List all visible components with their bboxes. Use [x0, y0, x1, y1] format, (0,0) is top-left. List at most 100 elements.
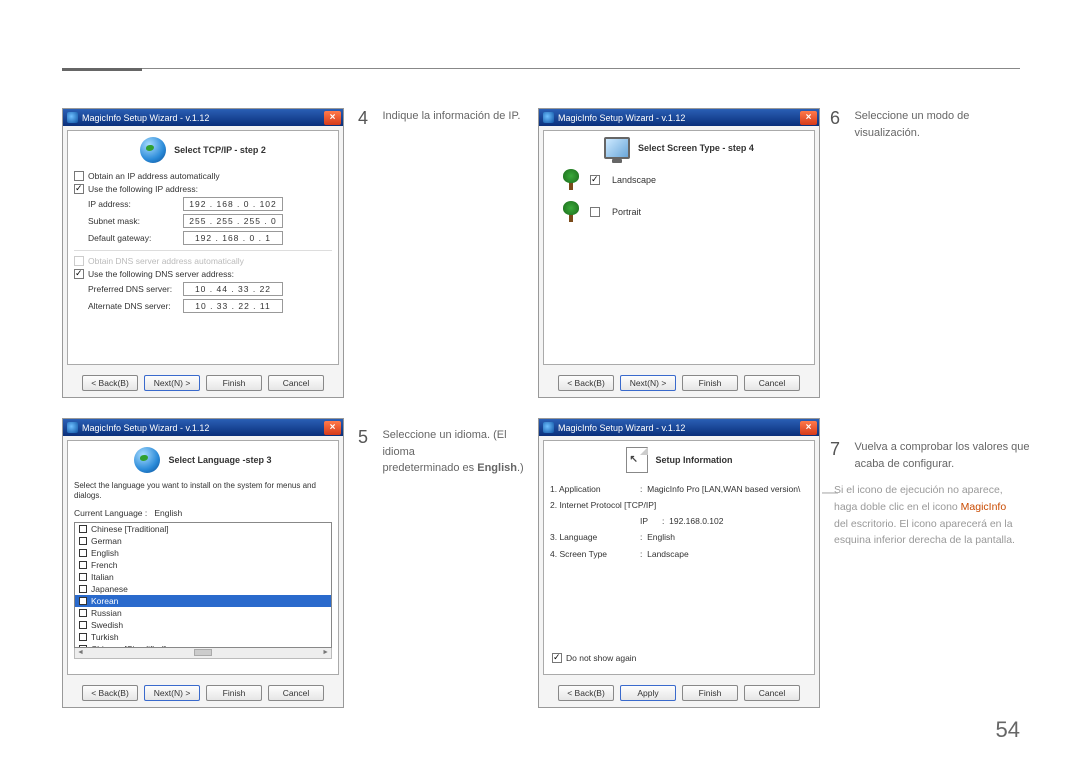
portrait-checkbox[interactable]	[590, 207, 600, 217]
language-item[interactable]: Russian	[75, 607, 331, 619]
dialog-language: MagicInfo Setup Wizard - v.1.12 × Select…	[62, 418, 344, 708]
close-icon[interactable]: ×	[324, 421, 341, 435]
step7-text-b: acaba de configurar.	[854, 458, 954, 470]
step7-number: 7	[830, 439, 850, 460]
use-ip-row[interactable]: Use the following IP address:	[74, 184, 332, 194]
summary-lang-key: 3. Language	[550, 529, 640, 545]
cancel-button[interactable]: Cancel	[744, 685, 800, 701]
lang-label: Italian	[91, 572, 114, 582]
auto-ip-checkbox[interactable]	[74, 171, 84, 181]
step7-caption: 7 Vuelva a comprobar los valores que aca…	[830, 439, 1035, 472]
auto-dns-label: Obtain DNS server address automatically	[88, 256, 244, 266]
back-button[interactable]: < Back(B)	[82, 375, 138, 391]
step5-text-c: .)	[517, 462, 524, 474]
titlebar: MagicInfo Setup Wizard - v.1.12 ×	[539, 109, 819, 126]
landscape-row[interactable]: Landscape	[560, 169, 808, 191]
portrait-row[interactable]: Portrait	[560, 201, 808, 223]
summary-row-app: 1. Application : MagicInfo Pro [LAN,WAN …	[550, 481, 808, 497]
tree-landscape-icon	[560, 169, 582, 191]
lang-checkbox-icon	[79, 621, 87, 629]
subnet-value[interactable]: 255 . 255 . 255 . 0	[183, 214, 283, 228]
use-dns-row[interactable]: Use the following DNS server address:	[74, 269, 332, 279]
lang-checkbox-icon	[79, 609, 87, 617]
language-item[interactable]: English	[75, 547, 331, 559]
close-icon[interactable]: ×	[800, 421, 817, 435]
gateway-value[interactable]: 192 . 168 . 0 . 1	[183, 231, 283, 245]
next-button[interactable]: Next(N) >	[144, 375, 200, 391]
globe-icon	[134, 447, 160, 473]
close-icon[interactable]: ×	[800, 111, 817, 125]
step5-text: Seleccione un idioma. (El idioma predete…	[382, 427, 527, 477]
ip-value[interactable]: 192 . 168 . 0 . 102	[183, 197, 283, 211]
landscape-checkbox[interactable]	[590, 175, 600, 185]
next-button[interactable]: Next(N) >	[620, 375, 676, 391]
use-ip-checkbox[interactable]	[74, 184, 84, 194]
back-button[interactable]: < Back(B)	[82, 685, 138, 701]
dialog-body-summary: Setup Information 1. Application : Magic…	[543, 440, 815, 675]
language-item[interactable]: Korean	[75, 595, 331, 607]
lang-heading: Select Language -step 3	[74, 447, 332, 473]
auto-dns-row: Obtain DNS server address automatically	[74, 256, 332, 266]
lang-heading-text: Select Language -step 3	[168, 455, 271, 465]
summary-screen-sep: :	[640, 546, 642, 562]
summary-ip-val: 192.168.0.102	[669, 513, 723, 529]
summary-proto-key: 2. Internet Protocol [TCP/IP]	[550, 497, 656, 513]
lang-checkbox-icon	[79, 585, 87, 593]
left-screenshot-column: MagicInfo Setup Wizard - v.1.12 × Select…	[62, 108, 344, 728]
summary-lang-val: English	[647, 529, 675, 545]
summary-row-proto: 2. Internet Protocol [TCP/IP]	[550, 497, 808, 513]
scroll-right-icon[interactable]: ►	[322, 649, 329, 656]
lang-checkbox-icon	[79, 645, 87, 648]
language-item[interactable]: German	[75, 535, 331, 547]
apply-button[interactable]: Apply	[620, 685, 676, 701]
dont-show-checkbox[interactable]	[552, 653, 562, 663]
step4-caption: 4 Indique la información de IP.	[358, 108, 528, 129]
note-line2a: haga doble clic en el icono	[834, 501, 961, 513]
subnet-row: Subnet mask: 255 . 255 . 255 . 0	[88, 214, 332, 228]
step5-text-b: predeterminado es	[382, 462, 477, 474]
summary-lang-sep: :	[640, 529, 642, 545]
next-button[interactable]: Next(N) >	[144, 685, 200, 701]
dont-show-label: Do not show again	[566, 653, 636, 663]
finish-button[interactable]: Finish	[206, 375, 262, 391]
summary-ip-key: IP	[640, 513, 662, 529]
dialog-body-screen: Select Screen Type - step 4 Landscape Po…	[543, 130, 815, 365]
ip-label: IP address:	[88, 199, 183, 209]
auto-ip-row[interactable]: Obtain an IP address automatically	[74, 171, 332, 181]
finish-button[interactable]: Finish	[682, 375, 738, 391]
lang-label: Turkish	[91, 632, 119, 642]
language-list[interactable]: Chinese [Traditional]GermanEnglishFrench…	[74, 522, 332, 648]
language-item[interactable]: Turkish	[75, 631, 331, 643]
right-text-column: 6 Seleccione un modo de visualización. 7…	[830, 108, 1035, 549]
pdns-value[interactable]: 10 . 44 . 33 . 22	[183, 282, 283, 296]
lang-label: Korean	[91, 596, 118, 606]
lang-label: English	[91, 548, 119, 558]
finish-button[interactable]: Finish	[206, 685, 262, 701]
cancel-button[interactable]: Cancel	[268, 685, 324, 701]
lang-label: Japanese	[91, 584, 128, 594]
close-icon[interactable]: ×	[324, 111, 341, 125]
adns-value[interactable]: 10 . 33 . 22 . 11	[183, 299, 283, 313]
cancel-button[interactable]: Cancel	[268, 375, 324, 391]
language-item[interactable]: French	[75, 559, 331, 571]
language-item[interactable]: Italian	[75, 571, 331, 583]
summary-list: 1. Application : MagicInfo Pro [LAN,WAN …	[550, 481, 808, 562]
finish-button[interactable]: Finish	[682, 685, 738, 701]
use-dns-label: Use the following DNS server address:	[88, 269, 234, 279]
scroll-thumb[interactable]	[194, 649, 212, 656]
back-button[interactable]: < Back(B)	[558, 685, 614, 701]
use-dns-checkbox[interactable]	[74, 269, 84, 279]
dont-show-row[interactable]: Do not show again	[552, 653, 636, 663]
scroll-left-icon[interactable]: ◄	[77, 649, 84, 656]
dialog-screen-type: MagicInfo Setup Wizard - v.1.12 × Select…	[538, 108, 820, 398]
language-item[interactable]: Japanese	[75, 583, 331, 595]
dialog-body-lang: Select Language -step 3 Select the langu…	[67, 440, 339, 675]
cancel-button[interactable]: Cancel	[744, 375, 800, 391]
step6-number: 6	[830, 108, 850, 129]
language-item[interactable]: Swedish	[75, 619, 331, 631]
language-item[interactable]: Chinese [Traditional]	[75, 523, 331, 535]
note-line2b: MagicInfo	[961, 501, 1007, 513]
language-item[interactable]: Chinese [Simplified]	[75, 643, 331, 648]
back-button[interactable]: < Back(B)	[558, 375, 614, 391]
lang-scrollbar[interactable]: ◄ ►	[74, 648, 332, 659]
